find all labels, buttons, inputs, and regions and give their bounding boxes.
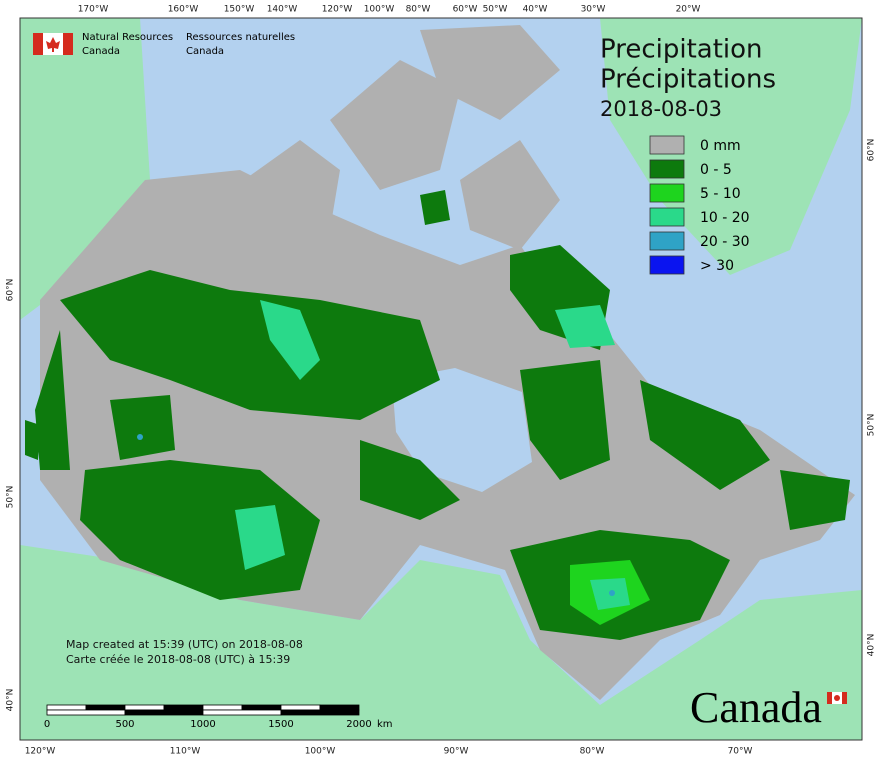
nrcan-header: Natural Resources Canada Ressources natu… (33, 32, 295, 57)
bottom-longitude: 80°W (580, 747, 605, 757)
legend: 0 mm 0 - 5 5 - 10 10 - 20 20 - 30 > 30 (649, 135, 750, 275)
precip-labrador (640, 380, 770, 490)
created-en: Map created at 15:39 (UTC) on 2018-08-08 (66, 638, 303, 651)
top-longitude: 50°W (483, 5, 508, 15)
wordmark-flag-leaf (834, 695, 840, 701)
top-longitude: 80°W (406, 5, 431, 15)
org-fr: Ressources naturelles (186, 32, 295, 43)
legend-label: > 30 (700, 258, 734, 274)
country-en: Canada (82, 46, 120, 57)
wordmark-flag-bar (842, 692, 847, 704)
legend-label: 0 - 5 (700, 162, 732, 178)
wordmark-flag (827, 692, 847, 704)
wordmark-flag-bar (827, 692, 832, 704)
top-longitude: 140°W (267, 5, 298, 15)
top-longitude: 40°W (523, 5, 548, 15)
precip-spot (137, 434, 143, 440)
bottom-longitude: 120°W (25, 747, 56, 757)
legend-swatch (649, 231, 685, 251)
top-longitude: 60°W (453, 5, 478, 15)
alaska (20, 18, 150, 320)
bottom-longitude: 100°W (305, 747, 336, 757)
precip-ontario-north (360, 440, 460, 520)
scale-bar: 0 500 1000 1500 2000 km (44, 704, 393, 730)
legend-swatch (649, 135, 685, 155)
flag-bar (63, 33, 73, 55)
scale-tick-label: 1000 (190, 719, 215, 730)
scale-segment (124, 704, 165, 711)
top-longitude: 20°W (676, 5, 701, 15)
left-latitude: 60°N (6, 279, 16, 302)
precip-coast (25, 330, 70, 470)
precip-newfoundland (780, 470, 850, 530)
map-frame (19, 17, 863, 741)
precip-bc (110, 395, 175, 460)
legend-swatch (649, 183, 685, 203)
flag-leaf (46, 37, 60, 52)
scale-segment (46, 709, 126, 716)
scale-segment (280, 704, 321, 711)
legend-label: 0 mm (700, 138, 741, 154)
bottom-longitude: 90°W (444, 747, 469, 757)
legend-swatch (649, 159, 685, 179)
precip-north (60, 270, 440, 420)
scale-segment (319, 704, 360, 711)
scale-segment (85, 704, 126, 711)
top-longitude: 30°W (581, 5, 606, 15)
precip-devon (420, 190, 450, 225)
precip-baffin-high (555, 305, 615, 348)
top-longitude: 100°W (364, 5, 395, 15)
bottom-longitude: 110°W (170, 747, 201, 757)
canada-wordmark: Canada (690, 683, 822, 732)
arctic-islands (230, 25, 560, 250)
right-latitude: 60°N (867, 139, 877, 162)
scale-segment (46, 704, 87, 711)
precip-prairies-high (235, 505, 285, 570)
greenland (600, 18, 862, 275)
scale-segment (202, 704, 243, 711)
left-latitude: 50°N (6, 486, 16, 509)
country-fr: Canada (186, 46, 224, 57)
left-latitude: 40°N (6, 689, 16, 712)
scale-tick-label: 1500 (268, 719, 293, 730)
top-longitude: 170°W (78, 5, 109, 15)
map-date: 2018-08-03 (600, 97, 722, 121)
scale-tick-label: 2000 (346, 719, 371, 730)
top-longitude: 160°W (168, 5, 199, 15)
right-latitude: 40°N (867, 634, 877, 657)
scale-tick-label: 500 (115, 719, 134, 730)
precip-quebec-north (520, 360, 610, 480)
org-en: Natural Resources (82, 32, 173, 43)
precip-north-high (260, 300, 320, 380)
hudson-bay (392, 368, 532, 492)
bottom-longitude: 70°W (728, 747, 753, 757)
precip-prairies (80, 460, 320, 600)
legend-swatch (649, 207, 685, 227)
legend-swatch (649, 255, 685, 275)
scale-segment (163, 704, 204, 711)
top-longitude: 120°W (322, 5, 353, 15)
legend-label: 20 - 30 (700, 234, 750, 250)
title-fr: Précipitations (600, 65, 776, 95)
scale-tick-label: 0 (44, 719, 50, 730)
legend-label: 10 - 20 (700, 210, 750, 226)
right-latitude: 50°N (867, 414, 877, 437)
scale-segment (241, 704, 282, 711)
created-fr: Carte créée le 2018-08-08 (UTC) à 15:39 (66, 653, 290, 666)
scale-segment (124, 709, 204, 716)
coordinates: 170°W 160°W 150°W 140°W 120°W 100°W 80°W 60°W 50… (6, 5, 877, 757)
scale-segment (280, 709, 360, 716)
map-body (20, 18, 862, 740)
usa (20, 545, 862, 740)
scale-segment (202, 709, 282, 716)
top-longitude: 150°W (224, 5, 255, 15)
legend-label: 5 - 10 (700, 186, 741, 202)
title-en: Precipitation (600, 35, 763, 65)
scale-unit: km (377, 719, 393, 730)
precip-spot (609, 590, 615, 596)
flag-bar (33, 33, 43, 55)
